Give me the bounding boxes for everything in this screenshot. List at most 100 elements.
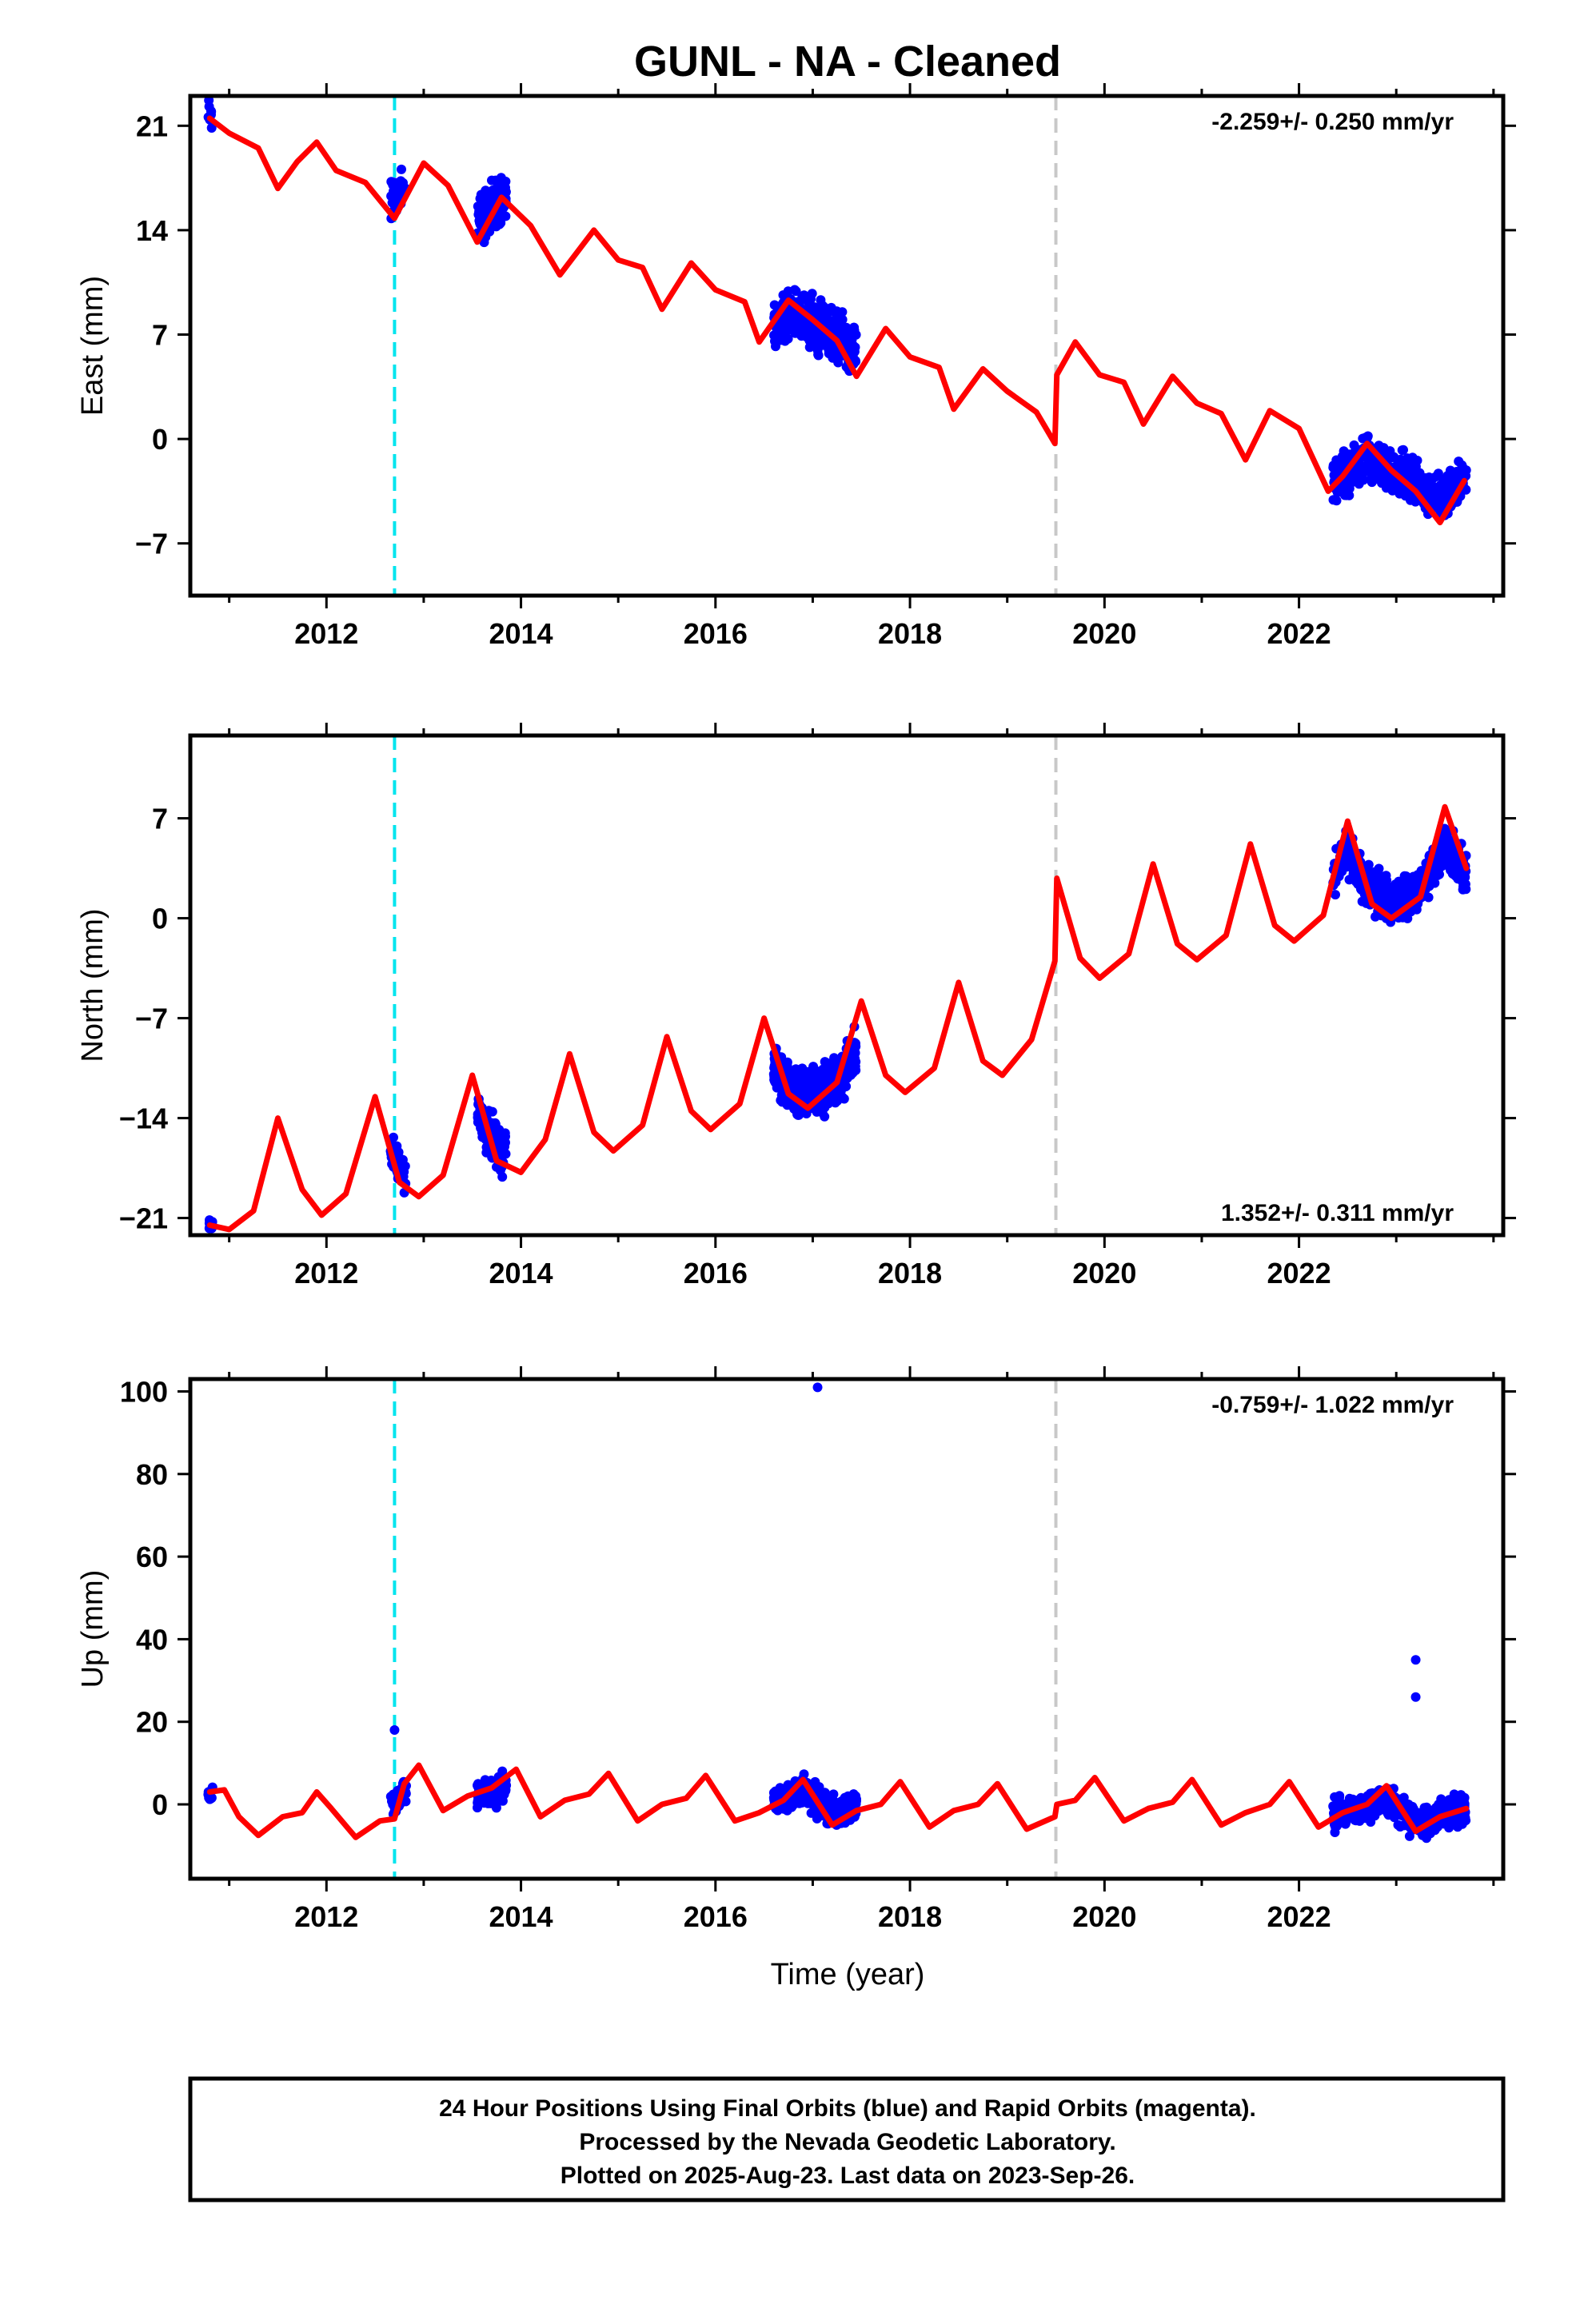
up-observation-point (1423, 1826, 1434, 1836)
footer-line-1: 24 Hour Positions Using Final Orbits (bl… (439, 2095, 1256, 2122)
north-observation-point (1378, 897, 1388, 907)
north-observation-point (487, 1106, 497, 1117)
up-panel: 2012 2014 2016 2018 2020 2022 0 20 40 60 80 100 Up (… (76, 1366, 1516, 1933)
north-observation-point (822, 1058, 832, 1068)
east-panel: 2012 2014 2016 2018 2020 2022 −7 0 7 14 21 East (mm… (76, 83, 1516, 650)
east-observation-point (779, 320, 789, 330)
east-rate-label: -2.259+/- 0.250 mm/yr (1211, 109, 1454, 135)
north-observation-point (1446, 858, 1456, 867)
east-observation-point (780, 313, 791, 323)
east-observation-point (845, 337, 856, 347)
east-observation-point (807, 289, 817, 299)
up-observation-point (1389, 1807, 1399, 1817)
north-observation-point (1345, 862, 1355, 871)
north-observation-point (1458, 882, 1468, 891)
north-xtick-label: 2018 (878, 1257, 942, 1290)
north-observation-point (788, 1077, 798, 1087)
up-model-curve (206, 1762, 1470, 1840)
up-observation-point (828, 1805, 838, 1816)
north-observation-point (497, 1138, 508, 1149)
east-observation-point (1355, 468, 1366, 479)
up-observation-point (820, 1788, 831, 1798)
north-xtick-label: 2022 (1267, 1257, 1331, 1290)
east-ytick-label: −7 (135, 528, 168, 560)
east-xtick-label: 2012 (294, 617, 358, 650)
north-ytick-label: 7 (152, 803, 168, 835)
up-observation-point (1340, 1819, 1351, 1829)
east-ytick-label: 0 (152, 423, 168, 456)
north-observation-point (826, 1068, 836, 1078)
north-observation-point (1371, 911, 1380, 922)
east-observation-point (811, 303, 821, 313)
east-observation-point (812, 345, 823, 356)
east-observation-point (804, 342, 815, 353)
east-observation-point (204, 102, 214, 112)
up-frame (188, 1377, 1506, 1881)
east-observation-point (397, 164, 406, 174)
north-observation-point (820, 1102, 830, 1113)
up-observation-point (798, 1790, 808, 1800)
east-observation-point (1373, 460, 1383, 471)
up-observation-point (839, 1798, 849, 1808)
east-xtick-label: 2018 (878, 617, 942, 650)
up-observation-point (812, 1813, 822, 1824)
east-observation-point (498, 181, 509, 192)
up-xtick-label: 2020 (1072, 1900, 1136, 1933)
east-observation-point (1386, 476, 1397, 486)
north-model-curve (206, 803, 1470, 1233)
up-observation-point (1377, 1804, 1387, 1815)
up-outlier-point-2 (1410, 1692, 1421, 1702)
east-observation-point (1367, 473, 1377, 484)
east-observation-point (1414, 468, 1425, 478)
east-observation-point (834, 329, 844, 339)
north-observation-point (804, 1074, 814, 1085)
east-observation-point (1395, 454, 1406, 464)
east-xtick-label: 2014 (489, 617, 553, 650)
east-observation-point (1437, 482, 1447, 492)
north-observation-point (397, 1154, 408, 1165)
up-observation-point (1386, 1800, 1396, 1810)
east-observation-point (827, 348, 837, 358)
north-observation-point (1447, 868, 1458, 879)
east-ytick-label: 21 (136, 110, 168, 142)
north-xtick-label: 2016 (684, 1257, 748, 1290)
chart-title: GUNL - NA - Cleaned (634, 38, 1061, 86)
up-ytick-label: 20 (136, 1706, 168, 1739)
up-ytick-label: 100 (120, 1375, 168, 1408)
north-observation-point (1430, 869, 1441, 879)
east-observation-point (803, 297, 813, 307)
east-observation-point (1439, 489, 1450, 500)
east-observation-point (1445, 465, 1455, 476)
footer-frame (188, 2076, 1506, 2202)
east-observation-point (1344, 490, 1355, 500)
north-observation-point (820, 1111, 830, 1122)
north-observation-point (843, 1065, 853, 1075)
east-y-axis-label: East (mm) (76, 276, 110, 416)
north-observation-point (849, 1055, 860, 1066)
north-observation-point (1373, 868, 1383, 879)
up-observation-point (499, 1789, 509, 1800)
up-xtick-label: 2014 (489, 1900, 553, 1933)
north-observation-point (1399, 879, 1410, 889)
up-observation-point (1413, 1812, 1423, 1821)
east-observation-point (1354, 479, 1364, 489)
east-observation-point (794, 321, 804, 331)
north-observation-point (1397, 895, 1407, 906)
east-observation-point (1342, 480, 1352, 490)
north-xtick-label: 2014 (489, 1257, 553, 1290)
up-observation-point (1344, 1793, 1355, 1804)
east-observation-point (397, 180, 408, 190)
north-observation-point (1450, 850, 1460, 860)
east-observation-point (1329, 470, 1339, 480)
footer-line-3: Plotted on 2025-Aug-23. Last data on 202… (561, 2163, 1135, 2189)
up-observation-point (1431, 1804, 1442, 1814)
x-axis-label: Time (year) (771, 1958, 925, 1991)
up-observation-point (473, 1779, 483, 1789)
up-xtick-label: 2022 (1267, 1900, 1331, 1933)
north-observation-point (1460, 872, 1470, 883)
north-observation-point (1438, 843, 1448, 854)
east-observation-point (1331, 496, 1342, 506)
up-observation-point (1404, 1831, 1414, 1841)
east-observation-point (1421, 480, 1431, 491)
up-xtick-label: 2018 (878, 1900, 942, 1933)
